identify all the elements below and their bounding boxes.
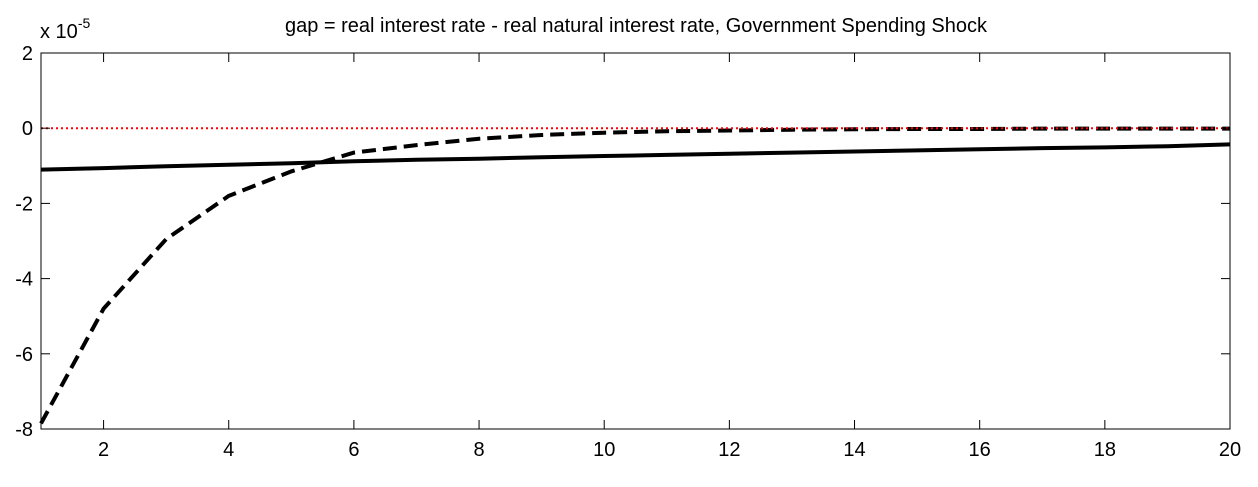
series-layer — [39, 126, 1231, 425]
y-tick-label: -4 — [15, 269, 33, 291]
series-line-solid — [40, 142, 1231, 172]
y-tick-label: -2 — [15, 193, 33, 215]
x-tick-label: 2 — [98, 439, 109, 461]
x-tick-label: 4 — [223, 439, 234, 461]
x-tick-label: 18 — [1094, 439, 1116, 461]
series-line-dashed — [39, 126, 1230, 425]
y-exponent-label: x 10-5 — [40, 15, 90, 43]
x-tick-label: 16 — [969, 439, 991, 461]
y-tick-label: -8 — [15, 419, 33, 441]
y-tick-label: 0 — [22, 118, 33, 140]
axes-box — [40, 52, 1231, 430]
chart-title: gap = real interest rate - real natural … — [285, 15, 988, 37]
y-exponent-base: x 10 — [40, 21, 78, 43]
x-tick-label: 14 — [843, 439, 865, 461]
x-tick-label: 6 — [348, 439, 359, 461]
x-tick-label: 8 — [473, 439, 484, 461]
x-tick-label: 20 — [1219, 439, 1241, 461]
y-tick-label: 2 — [22, 43, 33, 65]
x-tick-label: 12 — [718, 439, 740, 461]
x-tick-label: 10 — [593, 439, 615, 461]
y-exponent-power: -5 — [78, 15, 91, 31]
y-tick-label: -6 — [15, 344, 33, 366]
